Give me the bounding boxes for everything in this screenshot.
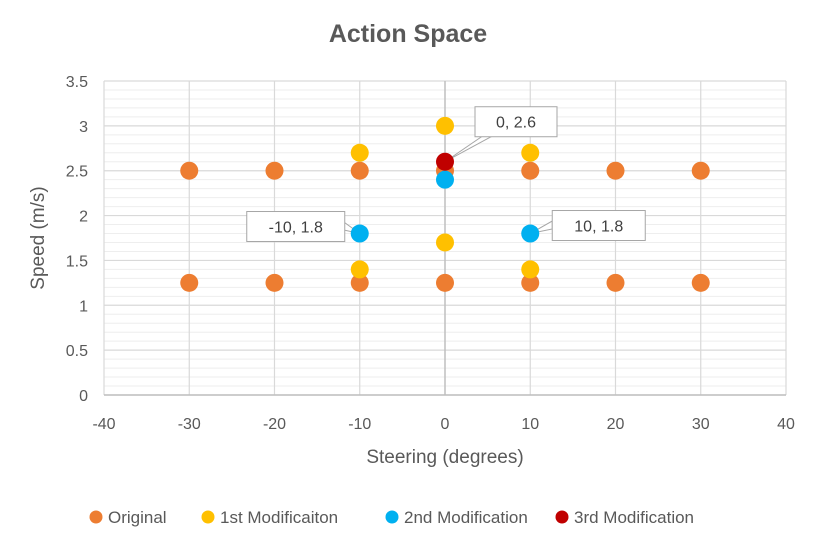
x-tick-label: 20 [607, 416, 625, 433]
data-point-original [691, 161, 710, 180]
data-point-2nd-modification [350, 224, 369, 243]
y-tick-label: 3.5 [66, 74, 88, 91]
legend-marker [201, 510, 215, 524]
x-tick-label: -20 [263, 416, 286, 433]
data-label: 10, 1.8 [574, 219, 623, 236]
data-point-1st-modificaiton [436, 233, 454, 252]
data-point-original [350, 161, 369, 180]
data-point-original [691, 273, 710, 292]
x-tick-label: 10 [521, 416, 539, 433]
y-tick-label: 1.5 [66, 253, 88, 270]
data-point-1st-modificaiton [350, 260, 369, 279]
data-point-original [265, 273, 284, 292]
data-point-1st-modificaiton [521, 260, 540, 279]
data-point-3rd-modification [436, 152, 454, 171]
legend-label: 3rd Modification [574, 508, 694, 527]
chart-title: Action Space [329, 20, 487, 48]
tick-labels: 0 0.5 1 1.5 2 2.5 3 3.5 -40 -30 -20 -10 0 10 20 30 40 [66, 74, 795, 433]
x-tick-label: 30 [692, 416, 710, 433]
data-point-original [521, 273, 540, 292]
data-label: -10, 1.8 [269, 220, 323, 237]
x-tick-label: 0 [441, 416, 450, 433]
x-axis-label: Steering (degrees) [366, 447, 523, 468]
data-point-1st-modificaiton [521, 143, 540, 162]
data-point-original [180, 161, 199, 180]
y-tick-label: 0 [79, 388, 88, 405]
callout-box [474, 106, 558, 138]
data-point-1st-modificaiton [350, 143, 369, 162]
y-tick-label: 1 [79, 298, 88, 315]
legend-marker [89, 510, 103, 524]
data-point-original [265, 161, 284, 180]
data-point-original [521, 161, 540, 180]
y-tick-label: 2.5 [66, 164, 88, 181]
data-point-original [606, 161, 625, 180]
data-point-original [436, 273, 454, 292]
legend-marker [385, 510, 399, 524]
data-label: 0, 2.6 [496, 115, 536, 132]
x-tick-label: -30 [178, 416, 201, 433]
y-tick-label: 0.5 [66, 343, 88, 360]
y-tick-label: 3 [79, 119, 88, 136]
data-point-original [350, 273, 369, 292]
callout-box [246, 211, 346, 243]
data-point-2nd-modification [436, 170, 454, 189]
data-points [180, 116, 710, 292]
legend-label: 2nd Modification [404, 508, 528, 527]
x-tick-label: -40 [92, 416, 115, 433]
y-axis-label: Speed (m/s) [28, 186, 49, 289]
data-point-original [606, 273, 625, 292]
legend-marker [555, 510, 569, 524]
x-tick-label: -10 [348, 416, 371, 433]
x-tick-label: 40 [777, 416, 795, 433]
legend-label: Original [108, 508, 167, 527]
data-point-1st-modificaiton [436, 116, 454, 135]
legend: Original 1st Modificaiton 2nd Modification… [89, 508, 694, 527]
data-point-2nd-modification [521, 224, 540, 243]
y-tick-label: 2 [79, 209, 88, 226]
data-point-original [180, 273, 199, 292]
callout-box [551, 210, 646, 242]
data-callouts: 0, 2.6 -10, 1.8 10, 1.8 [246, 106, 646, 243]
legend-label: 1st Modificaiton [220, 508, 338, 527]
